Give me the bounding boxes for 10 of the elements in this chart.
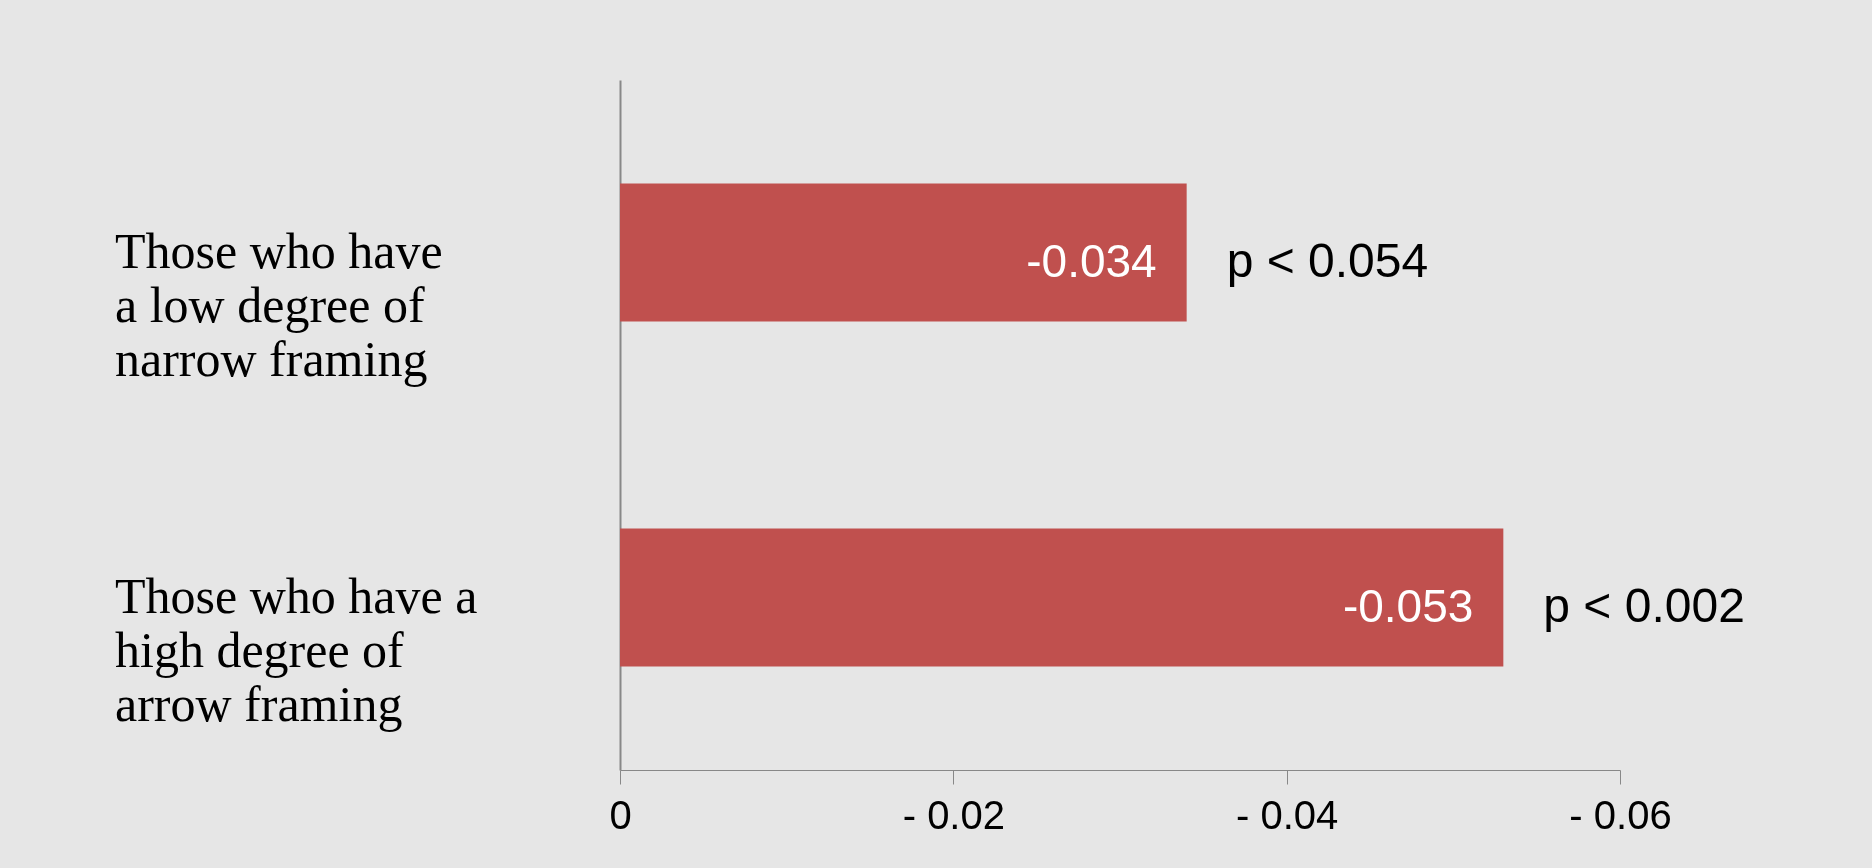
data-label: -0.034 xyxy=(1026,234,1157,287)
annotation: p < 0.054 xyxy=(1226,233,1429,287)
x-tick-label: - 0.04 xyxy=(1236,792,1339,837)
x-tick-label: 0 xyxy=(609,792,632,837)
annotation: p < 0.002 xyxy=(1543,578,1745,632)
x-tick-label: - 0.02 xyxy=(902,792,1005,837)
y-tick-label: Those who have a low degree of narrow framing xyxy=(115,222,443,387)
y-tick-label: Those who have a high degree of arrow framing xyxy=(115,567,478,732)
x-tick-label: - 0.06 xyxy=(1569,792,1672,837)
data-label: -0.053 xyxy=(1342,579,1474,632)
